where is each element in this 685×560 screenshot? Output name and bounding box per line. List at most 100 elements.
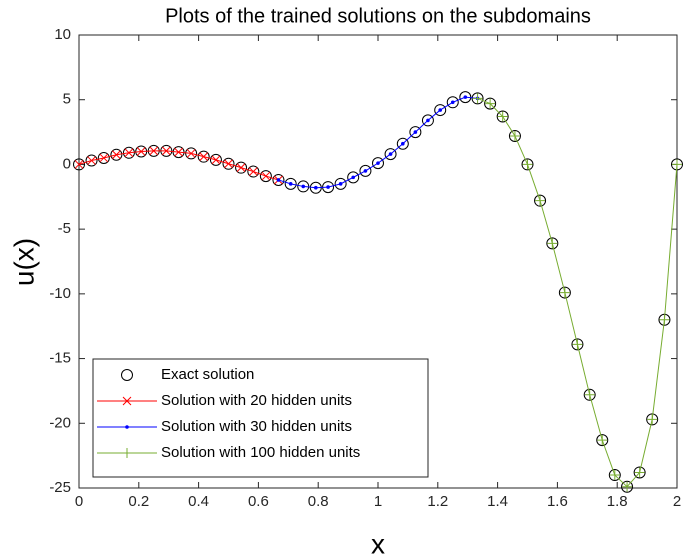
marker bbox=[609, 470, 620, 481]
x-tick-label: 1.6 bbox=[547, 493, 568, 510]
marker bbox=[122, 146, 135, 159]
marker bbox=[236, 163, 246, 173]
x-tick-label: 0.6 bbox=[248, 493, 269, 510]
marker bbox=[647, 414, 658, 425]
marker bbox=[73, 158, 85, 171]
marker bbox=[672, 159, 682, 170]
marker bbox=[297, 180, 310, 193]
marker bbox=[559, 287, 570, 298]
marker bbox=[388, 152, 393, 156]
marker bbox=[547, 238, 558, 249]
marker bbox=[136, 147, 146, 156]
marker bbox=[484, 97, 497, 110]
x-axis-label: x bbox=[371, 528, 385, 559]
marker bbox=[261, 171, 271, 181]
marker bbox=[508, 129, 521, 142]
marker bbox=[546, 237, 559, 250]
marker bbox=[301, 184, 306, 189]
marker bbox=[396, 137, 409, 150]
marker bbox=[384, 148, 397, 161]
marker bbox=[87, 156, 96, 165]
marker bbox=[334, 177, 347, 190]
y-tick-label: -10 bbox=[49, 285, 71, 302]
marker bbox=[522, 159, 533, 170]
y-tick-label: -15 bbox=[49, 350, 71, 367]
marker bbox=[472, 93, 483, 104]
x-tick-label: 1.2 bbox=[427, 493, 448, 510]
legend-label: Solution with 30 hidden units bbox=[161, 418, 352, 435]
marker bbox=[347, 171, 360, 184]
marker bbox=[521, 158, 534, 171]
marker bbox=[284, 177, 297, 190]
marker bbox=[199, 152, 209, 162]
legend: Exact solution Solution with 20 hidden un… bbox=[92, 358, 429, 478]
marker bbox=[497, 111, 508, 122]
marker bbox=[110, 148, 123, 161]
marker bbox=[363, 169, 368, 173]
marker bbox=[85, 154, 98, 167]
marker bbox=[583, 388, 596, 401]
marker bbox=[97, 151, 110, 164]
marker bbox=[359, 164, 372, 177]
marker bbox=[496, 110, 509, 123]
marker bbox=[125, 425, 129, 429]
marker bbox=[124, 148, 134, 158]
x-tick-label: 2 bbox=[673, 493, 681, 510]
marker bbox=[621, 480, 634, 493]
x-tick-label: 0.2 bbox=[128, 493, 149, 510]
marker bbox=[122, 448, 132, 458]
marker bbox=[259, 170, 272, 183]
legend-label: Solution with 100 hidden units bbox=[161, 444, 360, 461]
marker bbox=[634, 467, 645, 478]
marker bbox=[572, 339, 583, 350]
marker bbox=[450, 100, 455, 105]
marker bbox=[446, 96, 459, 109]
x-tick-label: 0 bbox=[75, 493, 83, 510]
y-tick-label: 5 bbox=[63, 91, 71, 108]
marker bbox=[646, 413, 659, 426]
plot-frame bbox=[78, 34, 678, 489]
marker bbox=[288, 182, 293, 186]
marker bbox=[172, 146, 185, 159]
marker bbox=[463, 95, 468, 99]
y-tick-label: 10 bbox=[54, 26, 71, 43]
chart-title: Plots of the trained solutions on the su… bbox=[165, 5, 591, 27]
marker bbox=[235, 161, 248, 174]
marker bbox=[584, 389, 595, 400]
marker bbox=[534, 194, 547, 207]
marker bbox=[338, 182, 343, 186]
marker bbox=[471, 92, 484, 105]
marker bbox=[222, 157, 235, 170]
marker bbox=[122, 396, 132, 406]
marker bbox=[376, 161, 380, 165]
marker bbox=[121, 369, 133, 381]
y-tick-label: 0 bbox=[63, 155, 71, 172]
marker bbox=[608, 469, 621, 482]
x-tick-label: 0.8 bbox=[308, 493, 329, 510]
marker bbox=[247, 165, 260, 178]
marker bbox=[372, 157, 384, 170]
marker bbox=[421, 114, 434, 127]
marker bbox=[197, 150, 210, 163]
marker bbox=[185, 147, 198, 160]
marker bbox=[622, 481, 633, 492]
marker bbox=[351, 175, 355, 180]
marker bbox=[633, 466, 646, 479]
marker bbox=[209, 153, 222, 166]
marker bbox=[597, 435, 608, 446]
marker bbox=[438, 108, 442, 112]
marker bbox=[401, 141, 405, 146]
y-tick-label: -20 bbox=[49, 414, 71, 431]
x-tick-label: 1.8 bbox=[607, 493, 628, 510]
y-axis-label: u(x) bbox=[8, 238, 39, 286]
marker bbox=[659, 314, 670, 325]
marker bbox=[434, 104, 447, 117]
marker bbox=[314, 185, 318, 190]
marker bbox=[174, 147, 183, 157]
marker bbox=[99, 153, 109, 163]
marker bbox=[426, 118, 430, 123]
y-tick-label: -5 bbox=[58, 220, 71, 237]
marker bbox=[276, 178, 281, 182]
